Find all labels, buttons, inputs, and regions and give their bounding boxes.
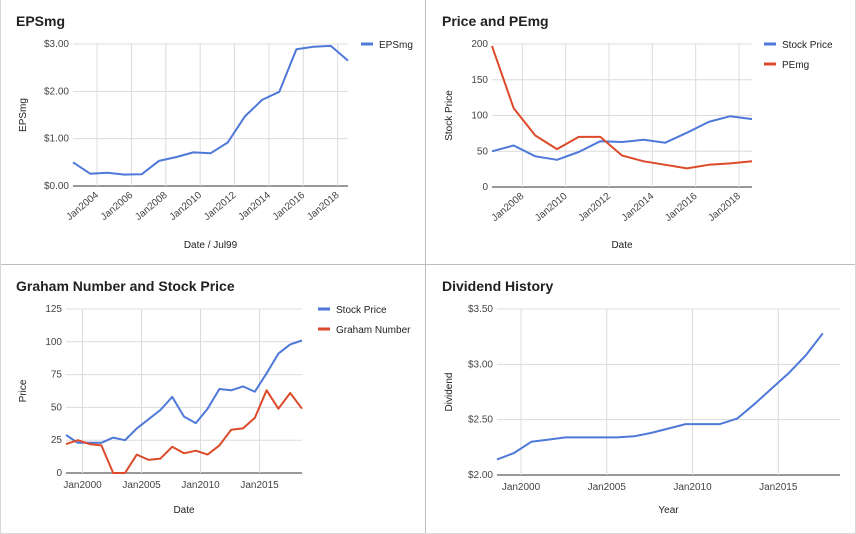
chart-svg: Dividend History $2.00 $2.50 $3.00 $3.50 Jan2… <box>442 278 840 516</box>
epsmg-chart-panel: EPSmg $0.00 $1.00 $2.00 $3.00 Jan2004 Jan2006 J… <box>0 0 425 264</box>
y-tick-label: 125 <box>45 304 62 315</box>
y-tick-label: 75 <box>51 370 63 381</box>
horizontal-divider <box>0 264 856 265</box>
y-tick-label: $0.00 <box>44 181 69 192</box>
y-tick-label: $2.00 <box>44 86 69 97</box>
y-tick-label: 25 <box>51 435 63 446</box>
x-axis-title: Date / Jul99 <box>184 240 238 251</box>
x-tick-label: Jan2012 <box>202 190 239 223</box>
x-tick-label: Jan2006 <box>99 190 136 223</box>
series-line-pemg <box>491 45 753 170</box>
x-tick-label: Jan2014 <box>236 190 273 223</box>
left-border <box>0 0 1 534</box>
y-tick-label: $3.50 <box>468 304 493 315</box>
x-tick-label: Jan2000 <box>63 480 102 491</box>
y-tick-label: 150 <box>471 75 488 86</box>
x-tick-label: Jan2015 <box>759 482 798 493</box>
x-tick-label: Jan2012 <box>576 191 613 224</box>
x-tick-label: Jan2008 <box>133 190 170 223</box>
legend-label: Stock Price <box>336 305 387 316</box>
x-tick-label: Jan2018 <box>706 191 743 224</box>
legend-label: EPSmg <box>379 40 413 51</box>
dividend-history-chart-panel: Dividend History $2.00 $2.50 $3.00 $3.50 Jan2… <box>426 265 856 534</box>
vertical-divider <box>425 0 426 534</box>
chart-title: Dividend History <box>442 278 553 294</box>
legend-label: PEmg <box>782 60 809 71</box>
chart-title: Graham Number and Stock Price <box>16 278 235 294</box>
series-line-stock-price <box>65 339 303 444</box>
x-tick-label: Jan2018 <box>305 190 342 223</box>
x-tick-label: Jan2016 <box>271 190 308 223</box>
y-tick-label: 0 <box>56 468 62 479</box>
x-axis-title: Date <box>173 505 195 516</box>
x-tick-label: Jan2010 <box>181 480 220 491</box>
y-tick-label: 100 <box>471 111 488 122</box>
graham-number-chart-panel: Graham Number and Stock Price 0 25 50 75 100 1… <box>0 265 425 534</box>
chart-svg: Graham Number and Stock Price 0 25 50 75 100 1… <box>16 278 411 516</box>
x-tick-label: Jan2016 <box>663 191 700 224</box>
y-axis-title: Dividend <box>444 373 455 412</box>
x-tick-label: Jan2015 <box>240 480 279 491</box>
x-axis-title: Year <box>658 505 679 516</box>
y-tick-label: 50 <box>51 402 63 413</box>
x-tick-label: Jan2010 <box>168 190 205 223</box>
x-tick-label: Jan2005 <box>122 480 161 491</box>
y-tick-label: 0 <box>482 182 488 193</box>
x-tick-label: Jan2005 <box>588 482 627 493</box>
x-axis-title: Date <box>611 240 633 251</box>
x-tick-label: Jan2010 <box>673 482 712 493</box>
y-axis-title: EPSmg <box>18 98 29 132</box>
y-tick-label: $3.00 <box>44 39 69 50</box>
y-tick-label: $2.00 <box>468 470 493 481</box>
chart-svg: Price and PEmg 0 50 100 150 200 Jan2008 Jan2010… <box>442 13 833 251</box>
x-tick-label: Jan2004 <box>65 190 102 223</box>
y-axis-title: Price <box>18 379 29 402</box>
series-line-graham-number <box>65 389 303 474</box>
y-tick-label: $2.50 <box>468 415 493 426</box>
series-line-dividend <box>496 332 824 461</box>
y-axis-title: Stock Price <box>444 90 455 141</box>
x-tick-label: Jan2010 <box>533 191 570 224</box>
chart-title: EPSmg <box>16 13 65 29</box>
price-pemg-chart-panel: Price and PEmg 0 50 100 150 200 Jan2008 Jan2010… <box>426 0 856 264</box>
series-line-epsmg <box>72 44 349 176</box>
series-line-stock-price <box>491 115 753 161</box>
x-tick-label: Jan2000 <box>502 482 541 493</box>
y-tick-label: $3.00 <box>468 359 493 370</box>
x-tick-label: Jan2014 <box>620 191 657 224</box>
x-tick-label: Jan2008 <box>490 191 527 224</box>
chart-title: Price and PEmg <box>442 13 549 29</box>
y-tick-label: 200 <box>471 39 488 50</box>
legend-label: Stock Price <box>782 40 833 51</box>
legend-label: Graham Number <box>336 325 411 336</box>
y-tick-label: $1.00 <box>44 134 69 145</box>
y-tick-label: 100 <box>45 337 62 348</box>
chart-svg: EPSmg$0.00$1.00$2.00$3.00Jan2004Jan2006J… <box>16 13 413 251</box>
y-tick-label: 50 <box>477 146 489 157</box>
